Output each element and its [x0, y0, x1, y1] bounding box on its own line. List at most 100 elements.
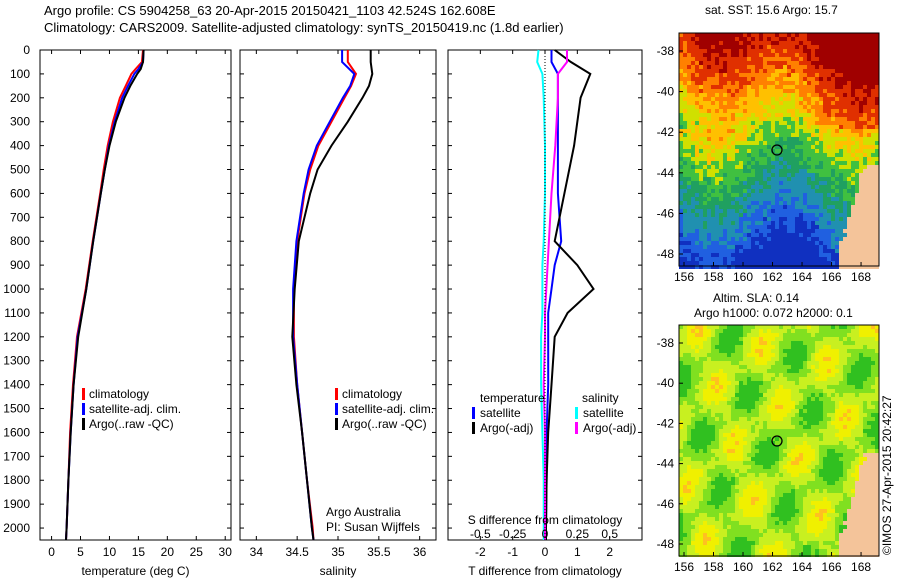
- map-cell: [807, 185, 811, 189]
- map-cell: [739, 461, 743, 465]
- map-cell: [687, 177, 691, 181]
- map-cell: [875, 241, 879, 245]
- map-cell: [791, 421, 795, 425]
- map-cell: [803, 349, 807, 353]
- map-cell: [695, 113, 699, 117]
- map-cell: [747, 413, 751, 417]
- map-cell: [831, 225, 835, 229]
- map-cell: [771, 73, 775, 77]
- map-cell: [811, 197, 815, 201]
- map-cell: [679, 425, 683, 429]
- map-cell: [759, 49, 763, 53]
- map-cell: [783, 149, 787, 153]
- map-cell: [827, 105, 831, 109]
- map-cell: [863, 341, 867, 345]
- map-cell: [755, 89, 759, 93]
- map-cell: [871, 193, 875, 197]
- map-cell: [839, 173, 843, 177]
- map-cell: [703, 133, 707, 137]
- map-cell: [715, 385, 719, 389]
- map-cell: [707, 421, 711, 425]
- map-cell: [875, 157, 879, 161]
- map-cell: [711, 265, 715, 269]
- map-cell: [775, 49, 779, 53]
- map-cell: [739, 245, 743, 249]
- map-cell: [819, 341, 823, 345]
- map-cell: [827, 157, 831, 161]
- map-cell: [683, 225, 687, 229]
- map-cell: [843, 193, 847, 197]
- map-cell: [703, 361, 707, 365]
- map-cell: [803, 325, 807, 329]
- map-cell: [731, 345, 735, 349]
- map-cell: [779, 41, 783, 45]
- map-cell: [715, 105, 719, 109]
- map-cell: [859, 157, 863, 161]
- map-cell: [859, 425, 863, 429]
- map-cell: [831, 133, 835, 137]
- map-cell: [799, 437, 803, 441]
- map-cell: [787, 81, 791, 85]
- map-cell: [875, 337, 879, 341]
- map-cell: [735, 401, 739, 405]
- map-cell: [799, 137, 803, 141]
- map-cell: [703, 377, 707, 381]
- map-cell: [839, 105, 843, 109]
- xtick-label: 30: [219, 545, 233, 559]
- map-cell: [707, 461, 711, 465]
- map-cell: [811, 153, 815, 157]
- map-cell: [807, 353, 811, 357]
- map-cell: [823, 69, 827, 73]
- map-cell: [715, 137, 719, 141]
- map-cell: [863, 409, 867, 413]
- map-cell: [859, 429, 863, 433]
- map-cell: [695, 429, 699, 433]
- map-cell: [787, 369, 791, 373]
- map-cell: [707, 465, 711, 469]
- map-cell: [695, 249, 699, 253]
- map-cell: [839, 389, 843, 393]
- map-cell: [835, 177, 839, 181]
- map-cell: [791, 449, 795, 453]
- map-cell: [819, 245, 823, 249]
- map-cell: [715, 237, 719, 241]
- map-cell: [827, 125, 831, 129]
- map-cell: [691, 185, 695, 189]
- map-cell: [695, 373, 699, 377]
- map-cell: [755, 249, 759, 253]
- map-cell: [715, 441, 719, 445]
- map-cell: [871, 429, 875, 433]
- map-cell: [747, 121, 751, 125]
- map-cell: [835, 129, 839, 133]
- map-cell: [763, 225, 767, 229]
- map-cell: [755, 405, 759, 409]
- map-cell: [803, 189, 807, 193]
- map-cell: [799, 349, 803, 353]
- map-cell: [863, 237, 867, 241]
- map-cell: [807, 49, 811, 53]
- map-cell: [827, 113, 831, 117]
- map-cell: [683, 113, 687, 117]
- map-cell: [703, 189, 707, 193]
- map-cell: [823, 333, 827, 337]
- map-cell: [843, 325, 847, 329]
- xtick-label: 20: [161, 545, 175, 559]
- map-cell: [875, 53, 879, 57]
- map-cell: [791, 205, 795, 209]
- map-cell: [827, 353, 831, 357]
- map-cell: [695, 245, 699, 249]
- map-cell: [707, 237, 711, 241]
- map-cell: [679, 109, 683, 113]
- map-cell: [699, 117, 703, 121]
- map-cell: [859, 249, 863, 253]
- map-cell: [839, 129, 843, 133]
- map-cell: [831, 257, 835, 261]
- map-cell: [871, 121, 875, 125]
- map-cell: [803, 109, 807, 113]
- map-cell: [843, 441, 847, 445]
- map-cell: [755, 117, 759, 121]
- map-cell: [715, 157, 719, 161]
- map-cell: [791, 121, 795, 125]
- map-cell: [851, 409, 855, 413]
- map-cell: [839, 141, 843, 145]
